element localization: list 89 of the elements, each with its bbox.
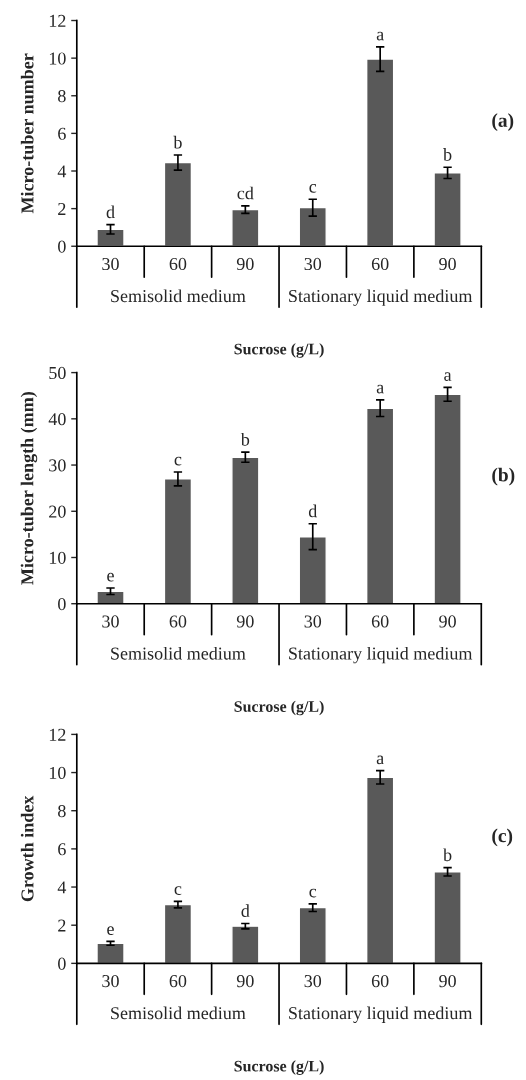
- y-tick-label: 40: [48, 413, 66, 426]
- x-tick-label: 90: [439, 974, 456, 988]
- y-tick-label: 10: [49, 551, 66, 564]
- annotation: a: [444, 372, 452, 381]
- x-axis-title: Sucrose (g/L): [234, 700, 324, 716]
- annotation: b: [173, 135, 182, 149]
- annotation: e: [107, 572, 114, 582]
- x-tick-label: 90: [439, 615, 456, 628]
- x-tick-label: 30: [102, 257, 119, 271]
- y-tick-label: 10: [49, 766, 66, 779]
- text: (c): [492, 828, 513, 847]
- x-axis-title: Sucrose (g/L): [234, 1060, 324, 1075]
- annotation: a: [376, 384, 384, 394]
- y-tick-label: 10: [49, 52, 66, 65]
- annotation: cd: [237, 186, 254, 200]
- bar: [96, 228, 125, 247]
- y-tick-label: 0: [58, 240, 66, 253]
- bar: [231, 925, 260, 964]
- annotation: b: [443, 848, 452, 862]
- text: Stationary liquid medium: [289, 289, 473, 306]
- x-tick-label: 90: [236, 615, 254, 628]
- bar: [298, 906, 327, 964]
- x-tick-label: 60: [371, 974, 389, 988]
- bar: [365, 407, 395, 604]
- text: Semisolid medium: [111, 289, 246, 303]
- text: Stationary liquid medium: [289, 1006, 473, 1023]
- bar: [365, 58, 395, 247]
- y-tick-label: 8: [58, 804, 66, 818]
- bar: [96, 942, 125, 964]
- bar: [433, 393, 462, 604]
- bar: [365, 776, 395, 964]
- annotation: c: [174, 456, 182, 466]
- x-tick-label: 30: [102, 615, 119, 628]
- x-tick-label: 90: [439, 257, 456, 271]
- y-tick-label: 6: [58, 127, 66, 140]
- bar: [298, 206, 327, 247]
- y-tick-label: 30: [49, 459, 66, 472]
- annotation: d: [308, 504, 318, 518]
- y-tick-label: 2: [58, 919, 66, 932]
- bar: [231, 208, 260, 247]
- annotation: c: [309, 184, 317, 193]
- text: (b): [492, 467, 515, 486]
- bar: [163, 161, 193, 247]
- y-axis-title: Growth index: [20, 795, 34, 902]
- annotation: c: [309, 888, 317, 898]
- annotation: b: [240, 432, 250, 446]
- x-tick-label: 90: [236, 974, 254, 988]
- annotation: b: [443, 148, 452, 161]
- y-axis-title: Micro-tuber length (mm): [20, 392, 38, 585]
- x-tick-label: 60: [169, 615, 187, 628]
- text: (a): [492, 113, 514, 131]
- y-axis-title: Micro-tuber number: [20, 53, 34, 214]
- y-tick-label: 4: [57, 165, 67, 178]
- bar: [163, 903, 193, 964]
- bar: [96, 590, 125, 604]
- annotation: a: [376, 755, 384, 765]
- x-tick-label: 30: [304, 257, 322, 271]
- y-tick-label: 0: [58, 957, 66, 970]
- x-tick-label: 60: [169, 257, 187, 271]
- annotation: d: [106, 205, 115, 219]
- y-tick-label: 12: [49, 728, 66, 741]
- x-axis-title: Sucrose (g/L): [234, 343, 324, 358]
- text: Semisolid medium: [111, 1006, 246, 1020]
- y-tick-label: 12: [49, 14, 66, 27]
- bar: [298, 536, 327, 604]
- x-tick-label: 60: [371, 257, 389, 271]
- x-tick-label: 30: [304, 974, 322, 988]
- x-tick-label: 90: [236, 257, 254, 271]
- x-tick-label: 30: [304, 615, 322, 628]
- y-tick-label: 0: [58, 597, 66, 611]
- y-tick-label: 4: [57, 881, 67, 894]
- y-tick-label: 2: [58, 202, 66, 215]
- x-tick-label: 30: [102, 974, 119, 988]
- y-tick-label: 50: [49, 366, 66, 380]
- annotation: d: [241, 904, 250, 918]
- bar: [433, 871, 462, 964]
- text: Stationary liquid medium: [289, 646, 473, 664]
- bar: [231, 456, 260, 604]
- annotation: c: [174, 886, 182, 895]
- annotation: a: [376, 31, 384, 41]
- annotation: e: [107, 926, 114, 935]
- bar: [163, 478, 193, 604]
- y-tick-label: 6: [58, 843, 66, 856]
- y-tick-label: 20: [49, 505, 66, 518]
- x-tick-label: 60: [371, 615, 389, 628]
- x-tick-label: 60: [169, 974, 187, 988]
- text: Semisolid medium: [111, 646, 246, 660]
- bar: [433, 172, 462, 247]
- y-tick-label: 8: [58, 90, 66, 103]
